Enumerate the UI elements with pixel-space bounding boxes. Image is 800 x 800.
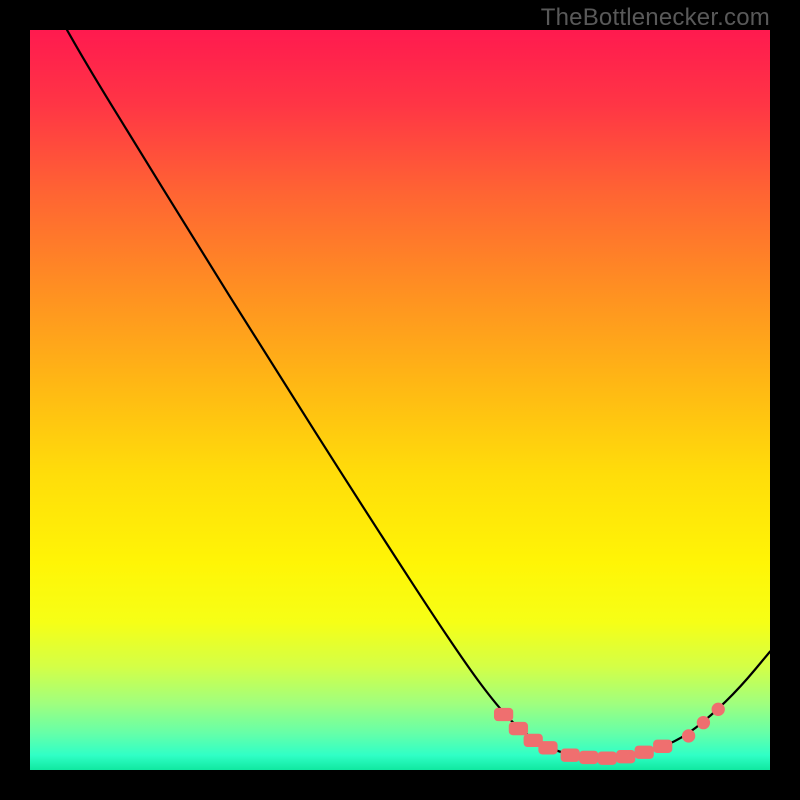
marker-pill [598, 752, 617, 765]
gradient-background [30, 30, 770, 770]
marker-pill [579, 751, 598, 764]
watermark-text: TheBottlenecker.com [541, 4, 770, 32]
chart-plot-area [30, 30, 770, 770]
marker-pill [561, 749, 580, 762]
marker-dot [697, 716, 710, 729]
chart-svg [30, 30, 770, 770]
marker-dot [682, 729, 695, 742]
marker-pill [538, 741, 557, 754]
marker-dot [712, 703, 725, 716]
marker-pill [616, 750, 635, 763]
marker-pill [653, 740, 672, 753]
marker-pill [635, 746, 654, 759]
marker-pill [494, 708, 513, 721]
marker-pill [509, 722, 528, 735]
